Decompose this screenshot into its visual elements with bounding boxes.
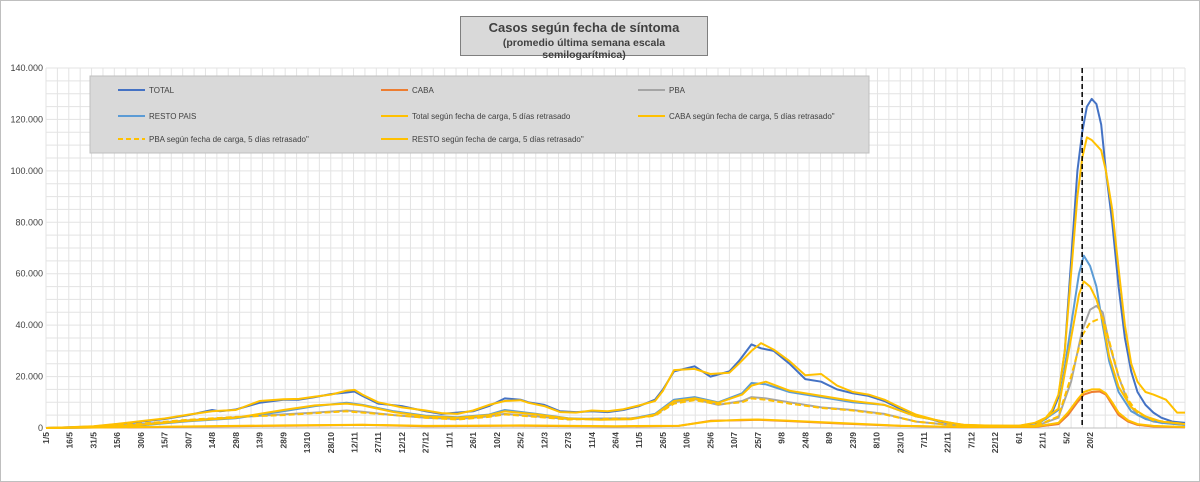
legend-label: RESTO según fecha de carga, 5 días retra…: [412, 135, 584, 144]
x-tick-label: 16/5: [65, 432, 75, 449]
x-tick-label: 24/8: [800, 432, 810, 449]
y-tick-label: 60.000: [15, 269, 43, 279]
x-tick-label: 23/10: [895, 432, 905, 454]
x-tick-label: 8/9: [824, 432, 834, 444]
x-tick-label: 25/2: [516, 432, 526, 449]
x-tick-label: 8/10: [872, 432, 882, 449]
axes: 0 20.000 40.000 60.000 80.000 100.000 120.000 1…: [10, 63, 1185, 453]
y-tick-label: 100.000: [10, 166, 43, 176]
x-tick-label: 5/2: [1061, 432, 1071, 444]
x-tick-label: 15/6: [112, 432, 122, 449]
chart-subtitle: (promedio última semana escala semilogar…: [502, 37, 666, 61]
x-tick-label: 7/12: [966, 432, 976, 449]
y-tick-label: 120.000: [10, 114, 43, 124]
x-tick-label: 11/4: [587, 432, 597, 448]
x-tick-label: 12/11: [349, 432, 359, 453]
series-line: [45, 280, 1186, 429]
chart-title: Casos según fecha de síntoma: [488, 20, 680, 35]
x-tick-label: 27/12: [421, 432, 431, 454]
legend-label: Total según fecha de carga, 5 días retra…: [412, 112, 571, 121]
x-tick-label: 22/12: [990, 432, 1000, 454]
x-tick-label: 27/3: [563, 432, 573, 449]
x-tick-label: 9/8: [777, 432, 787, 444]
x-tick-label: 12/3: [539, 432, 549, 449]
x-tick-label: 30/6: [136, 432, 146, 449]
x-tick-label: 25/6: [705, 432, 715, 449]
y-tick-label: 40.000: [15, 320, 43, 330]
x-tick-label: 11/5: [634, 432, 644, 448]
series-lines: [45, 97, 1186, 429]
legend: TOTAL CABA PBA RESTO PAIS Total según fecha …: [89, 75, 870, 154]
x-tick-label: 29/8: [231, 432, 241, 449]
x-tick-label: 10/6: [682, 432, 692, 449]
x-tick-label: 6/1: [1014, 432, 1024, 444]
x-tick-label: 30/7: [183, 432, 193, 449]
x-tick-label: 15/7: [160, 432, 170, 449]
x-tick-label: 13/9: [255, 432, 265, 449]
x-tick-label: 12/12: [397, 432, 407, 454]
x-tick-label: 22/11: [943, 432, 953, 453]
y-tick-label: 20.000: [15, 372, 43, 382]
x-tick-label: 7/11: [919, 432, 929, 448]
legend-label: RESTO PAIS: [149, 112, 196, 121]
x-tick-label: 25/7: [753, 432, 763, 449]
x-tick-label: 26/1: [468, 432, 478, 449]
x-tick-label: 28/9: [278, 432, 288, 449]
series-line: [45, 316, 1186, 429]
legend-box: [89, 75, 870, 154]
x-tick-label: 10/7: [729, 432, 739, 449]
x-tick-label: 14/8: [207, 432, 217, 449]
legend-label: PBA según fecha de carga, 5 días retrasa…: [149, 135, 309, 144]
series-line: [45, 136, 1185, 429]
x-tick-label: 1/5: [41, 432, 51, 444]
legend-label: PBA: [669, 86, 686, 95]
x-tick-label: 20/2: [1085, 432, 1095, 449]
series-line: [45, 388, 1186, 429]
x-tick-label: 31/5: [88, 432, 98, 449]
x-tick-label: 26/4: [611, 432, 621, 449]
y-tick-label: 140.000: [10, 63, 43, 73]
y-tick-label: 0: [38, 423, 43, 433]
x-tick-label: 28/10: [326, 432, 336, 454]
x-tick-label: 23/9: [848, 432, 858, 449]
x-tick-label: 26/5: [658, 432, 668, 449]
x-tick-label: 27/11: [373, 432, 383, 453]
y-tick-label: 80.000: [15, 217, 43, 227]
x-tick-label: 11/1: [444, 432, 454, 448]
x-tick-label: 10/2: [492, 432, 502, 449]
x-tick-label: 21/1: [1038, 432, 1048, 449]
x-tick-label: 13/10: [302, 432, 312, 454]
chart-title-box: Casos según fecha de síntoma (promedio ú…: [460, 16, 708, 61]
legend-label: CABA según fecha de carga, 5 días retras…: [669, 112, 835, 121]
legend-label: TOTAL: [149, 86, 175, 95]
legend-label: CABA: [412, 86, 434, 95]
